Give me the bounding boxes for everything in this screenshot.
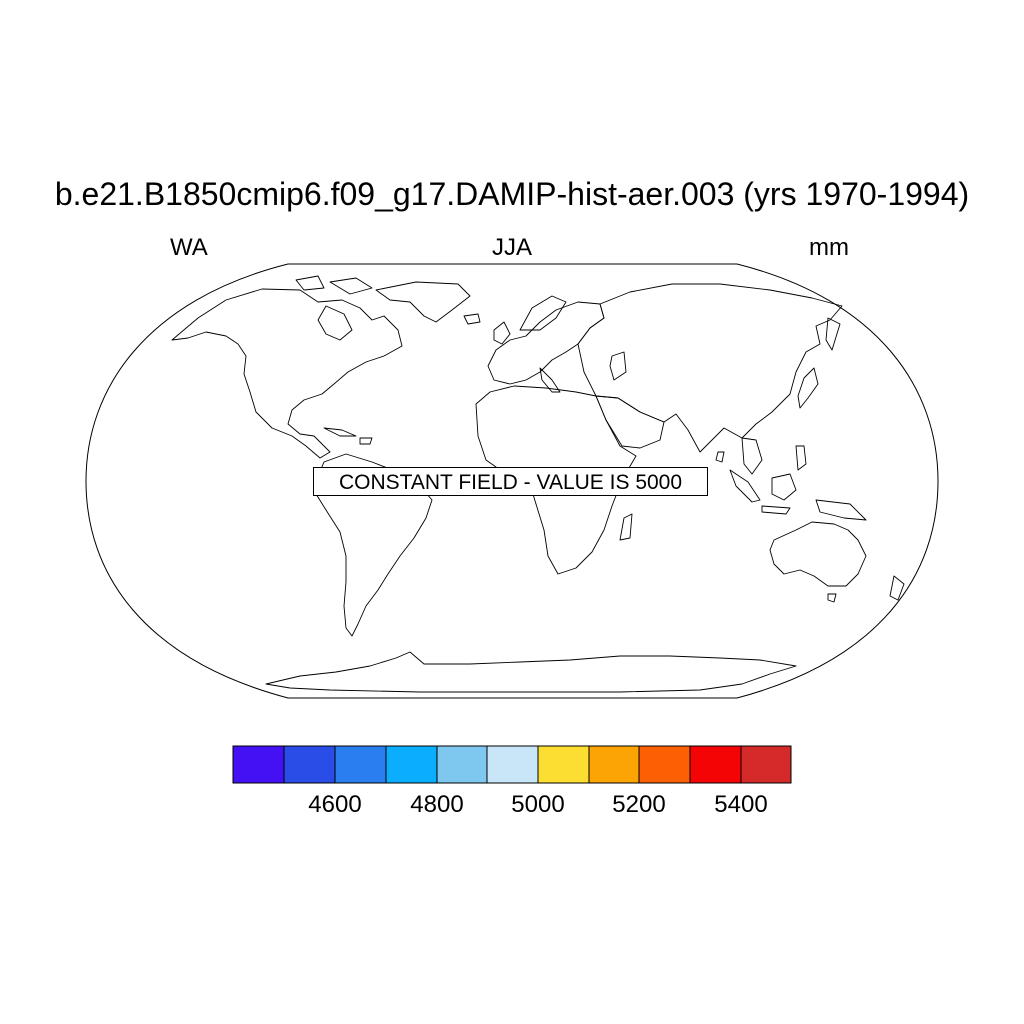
coast-italy: [539, 367, 561, 393]
colorbar-box-1: [232, 745, 285, 784]
coast-greenland: [375, 281, 471, 323]
colorbar-box-2: [283, 745, 336, 784]
colorbar-label-2: 4800: [410, 791, 464, 818]
coast-europe: [487, 301, 605, 385]
colorbar: [232, 745, 792, 784]
units-label: mm: [809, 234, 849, 261]
coast-caspian: [609, 351, 627, 381]
coast-arabia: [595, 395, 665, 449]
coast-australia: [769, 521, 867, 587]
coast-tasmania: [827, 593, 837, 603]
coast-asia: [577, 283, 843, 453]
coast-iceland: [463, 313, 481, 325]
coast-kamchatka: [825, 317, 841, 351]
coast-japan: [797, 367, 819, 409]
colorbar-box-11: [740, 745, 792, 784]
coast-sri-lanka: [715, 451, 725, 463]
coast-antarctica: [265, 651, 797, 693]
coast-sumatra: [729, 469, 761, 503]
constant-field-label: CONSTANT FIELD - VALUE IS 5000: [313, 467, 708, 496]
colorbar-label-3: 5000: [511, 791, 565, 818]
coast-hudson-bay: [317, 305, 353, 341]
coast-java: [761, 505, 791, 515]
colorbar-label-4: 5200: [612, 791, 666, 818]
colorbar-box-6: [486, 745, 539, 784]
coast-philippines: [795, 445, 807, 471]
coast-borneo: [771, 473, 797, 501]
colorbar-label-1: 4600: [308, 791, 362, 818]
colorbar-box-3: [334, 745, 387, 784]
plot-title: b.e21.B1850cmip6.f09_g17.DAMIP-hist-aer.…: [54, 176, 970, 212]
map-outline: [85, 263, 939, 699]
colorbar-box-4: [385, 745, 438, 784]
coast-madagascar: [619, 513, 633, 541]
coast-scandinavia: [519, 295, 567, 331]
coast-hispaniola: [359, 437, 373, 445]
coast-british-isles: [493, 321, 511, 345]
colorbar-label-5: 5400: [714, 791, 768, 818]
colorbar-box-10: [689, 745, 742, 784]
coast-north-america: [171, 288, 403, 459]
colorbar-box-7: [537, 745, 590, 784]
colorbar-box-8: [588, 745, 640, 784]
coastlines: [171, 275, 905, 693]
colorbar-box-5: [436, 745, 488, 784]
coast-new-guinea: [815, 499, 867, 521]
coast-new-zealand: [889, 575, 905, 601]
coast-cuba: [323, 427, 357, 437]
season-label: JJA: [491, 234, 532, 261]
colorbar-box-9: [638, 745, 691, 784]
variable-label: WA: [170, 234, 208, 261]
coast-arctic-islands-1: [329, 277, 373, 295]
coast-arctic-islands-2: [295, 275, 325, 291]
coast-indochina: [741, 437, 763, 475]
